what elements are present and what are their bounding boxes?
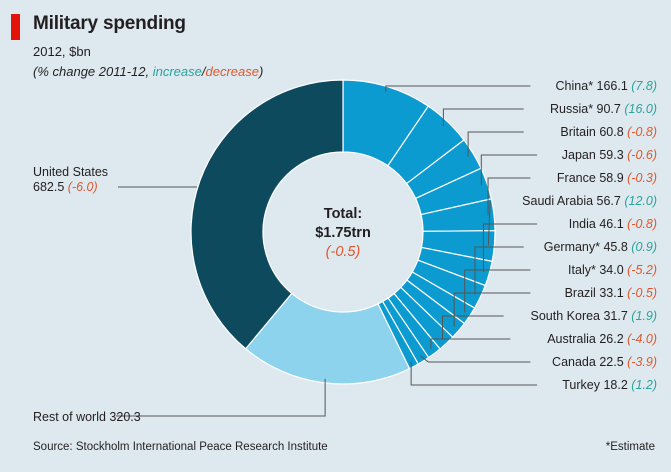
label-italy: Italy* 34.0 (-5.2) (568, 263, 657, 277)
label-japan-name: Japan (562, 148, 600, 162)
leader-france (487, 177, 531, 216)
label-canada: Canada 22.5 (-3.9) (552, 355, 657, 369)
label-australia-name: Australia (547, 332, 599, 346)
label-china-name: China* (556, 79, 597, 93)
label-russia-name: Russia* (550, 102, 597, 116)
label-russia-value: 90.7 (597, 102, 625, 116)
label-australia-change: (-4.0) (627, 332, 657, 346)
label-saudi-arabia-name: Saudi Arabia (522, 194, 596, 208)
label-britain-value: 60.8 (599, 125, 627, 139)
center-total-change: (-0.5) (326, 244, 361, 260)
label-china-change: (7.8) (631, 79, 657, 93)
brand-accent-bar (11, 14, 20, 40)
label-germany-name: Germany* (544, 240, 604, 254)
leader-italy (464, 269, 531, 313)
source-note: Source: Stockholm International Peace Re… (33, 441, 328, 453)
donut-center: Total: $1.75trn (-0.5) (315, 206, 371, 260)
label-china: China* 166.1 (7.8) (556, 79, 657, 93)
label-brazil-change: (-0.5) (627, 286, 657, 300)
donut-slices (190, 79, 496, 385)
label-rest-of-world: Rest of world 320.3 (33, 410, 141, 424)
label-china-value: 166.1 (597, 79, 632, 93)
label-germany-value: 45.8 (603, 240, 631, 254)
leader-japan (480, 154, 538, 186)
leader-canada (420, 355, 531, 363)
label-rest-of-world-name: Rest of world (33, 410, 109, 424)
note-suffix: ) (258, 64, 264, 79)
label-france: France 58.9 (-0.3) (557, 171, 657, 185)
label-germany-change: (0.9) (631, 240, 657, 254)
note-separator: / (201, 64, 206, 79)
leader-australia (430, 338, 511, 349)
chart-subtitle: 2012, $bn (33, 44, 91, 59)
leader-india (482, 223, 538, 272)
label-turkey: Turkey 18.2 (1.2) (562, 378, 657, 392)
estimate-footnote: *Estimate (605, 441, 655, 453)
label-india: India 46.1 (-0.8) (569, 217, 657, 231)
label-saudi-arabia: Saudi Arabia 56.7 (12.0) (522, 194, 657, 208)
leader-germany (474, 246, 524, 295)
leader-saudi-arabia (487, 200, 491, 246)
label-india-change: (-0.8) (627, 217, 657, 231)
center-total-value: $1.75trn (315, 225, 371, 241)
label-canada-value: 22.5 (599, 355, 627, 369)
leader-brazil (453, 292, 531, 327)
label-south-korea-value: 31.7 (603, 309, 631, 323)
label-south-korea-name: South Korea (531, 309, 604, 323)
label-brazil-value: 33.1 (599, 286, 627, 300)
label-canada-change: (-3.9) (627, 355, 657, 369)
leader-rest-of-world (116, 378, 326, 417)
label-britain: Britain 60.8 (-0.8) (560, 125, 657, 139)
center-total-label: Total: (324, 206, 362, 222)
label-russia-change: (16.0) (624, 102, 657, 116)
label-japan-value: 59.3 (599, 148, 627, 162)
label-united-states: 682.5 (-6.0) (33, 180, 98, 194)
label-australia: Australia 26.2 (-4.0) (547, 332, 657, 346)
label-brazil: Brazil 33.1 (-0.5) (565, 286, 657, 300)
slice-labels: China* 166.1 (7.8) Russia* 90.7 (16.0) Bri… (33, 79, 657, 424)
label-saudi-arabia-value: 56.7 (597, 194, 625, 208)
label-france-name: France (557, 171, 599, 185)
label-italy-value: 34.0 (599, 263, 627, 277)
label-united-states-value: 682.5 (33, 180, 68, 194)
note-decrease: decrease (205, 64, 259, 79)
label-japan-change: (-0.6) (627, 148, 657, 162)
label-russia: Russia* 90.7 (16.0) (550, 102, 657, 116)
leader-russia (442, 108, 524, 126)
label-britain-name: Britain (560, 125, 599, 139)
label-germany: Germany* 45.8 (0.9) (544, 240, 657, 254)
label-turkey-change: (1.2) (631, 378, 657, 392)
label-australia-value: 26.2 (599, 332, 627, 346)
label-saudi-arabia-change: (12.0) (624, 194, 657, 208)
label-japan: Japan 59.3 (-0.6) (562, 148, 657, 162)
label-france-value: 58.9 (599, 171, 627, 185)
label-italy-name: Italy* (568, 263, 599, 277)
slice-united-states (190, 79, 344, 350)
label-united-states-change: (-6.0) (68, 180, 98, 194)
note-prefix: (% change 2011-12, (33, 64, 153, 79)
label-italy-change: (-5.2) (627, 263, 657, 277)
chart-note: (% change 2011-12, increase/decrease) (33, 64, 263, 79)
label-turkey-name: Turkey (562, 378, 603, 392)
label-brazil-name: Brazil (565, 286, 600, 300)
leader-china (385, 85, 531, 93)
note-increase: increase (152, 64, 202, 79)
label-france-change: (-0.3) (627, 171, 657, 185)
label-south-korea-change: (1.9) (631, 309, 657, 323)
label-india-value: 46.1 (599, 217, 627, 231)
chart-title: Military spending (33, 13, 186, 34)
label-south-korea: South Korea 31.7 (1.9) (531, 309, 657, 323)
label-india-name: India (569, 217, 600, 231)
leader-britain (467, 131, 524, 157)
leader-lines (116, 85, 538, 417)
leader-south-korea (441, 315, 504, 339)
leader-turkey (410, 361, 538, 386)
label-turkey-value: 18.2 (603, 378, 631, 392)
label-britain-change: (-0.8) (627, 125, 657, 139)
label-united-states-name: United States (33, 165, 108, 179)
label-rest-of-world-value: 320.3 (109, 410, 140, 424)
label-canada-name: Canada (552, 355, 599, 369)
